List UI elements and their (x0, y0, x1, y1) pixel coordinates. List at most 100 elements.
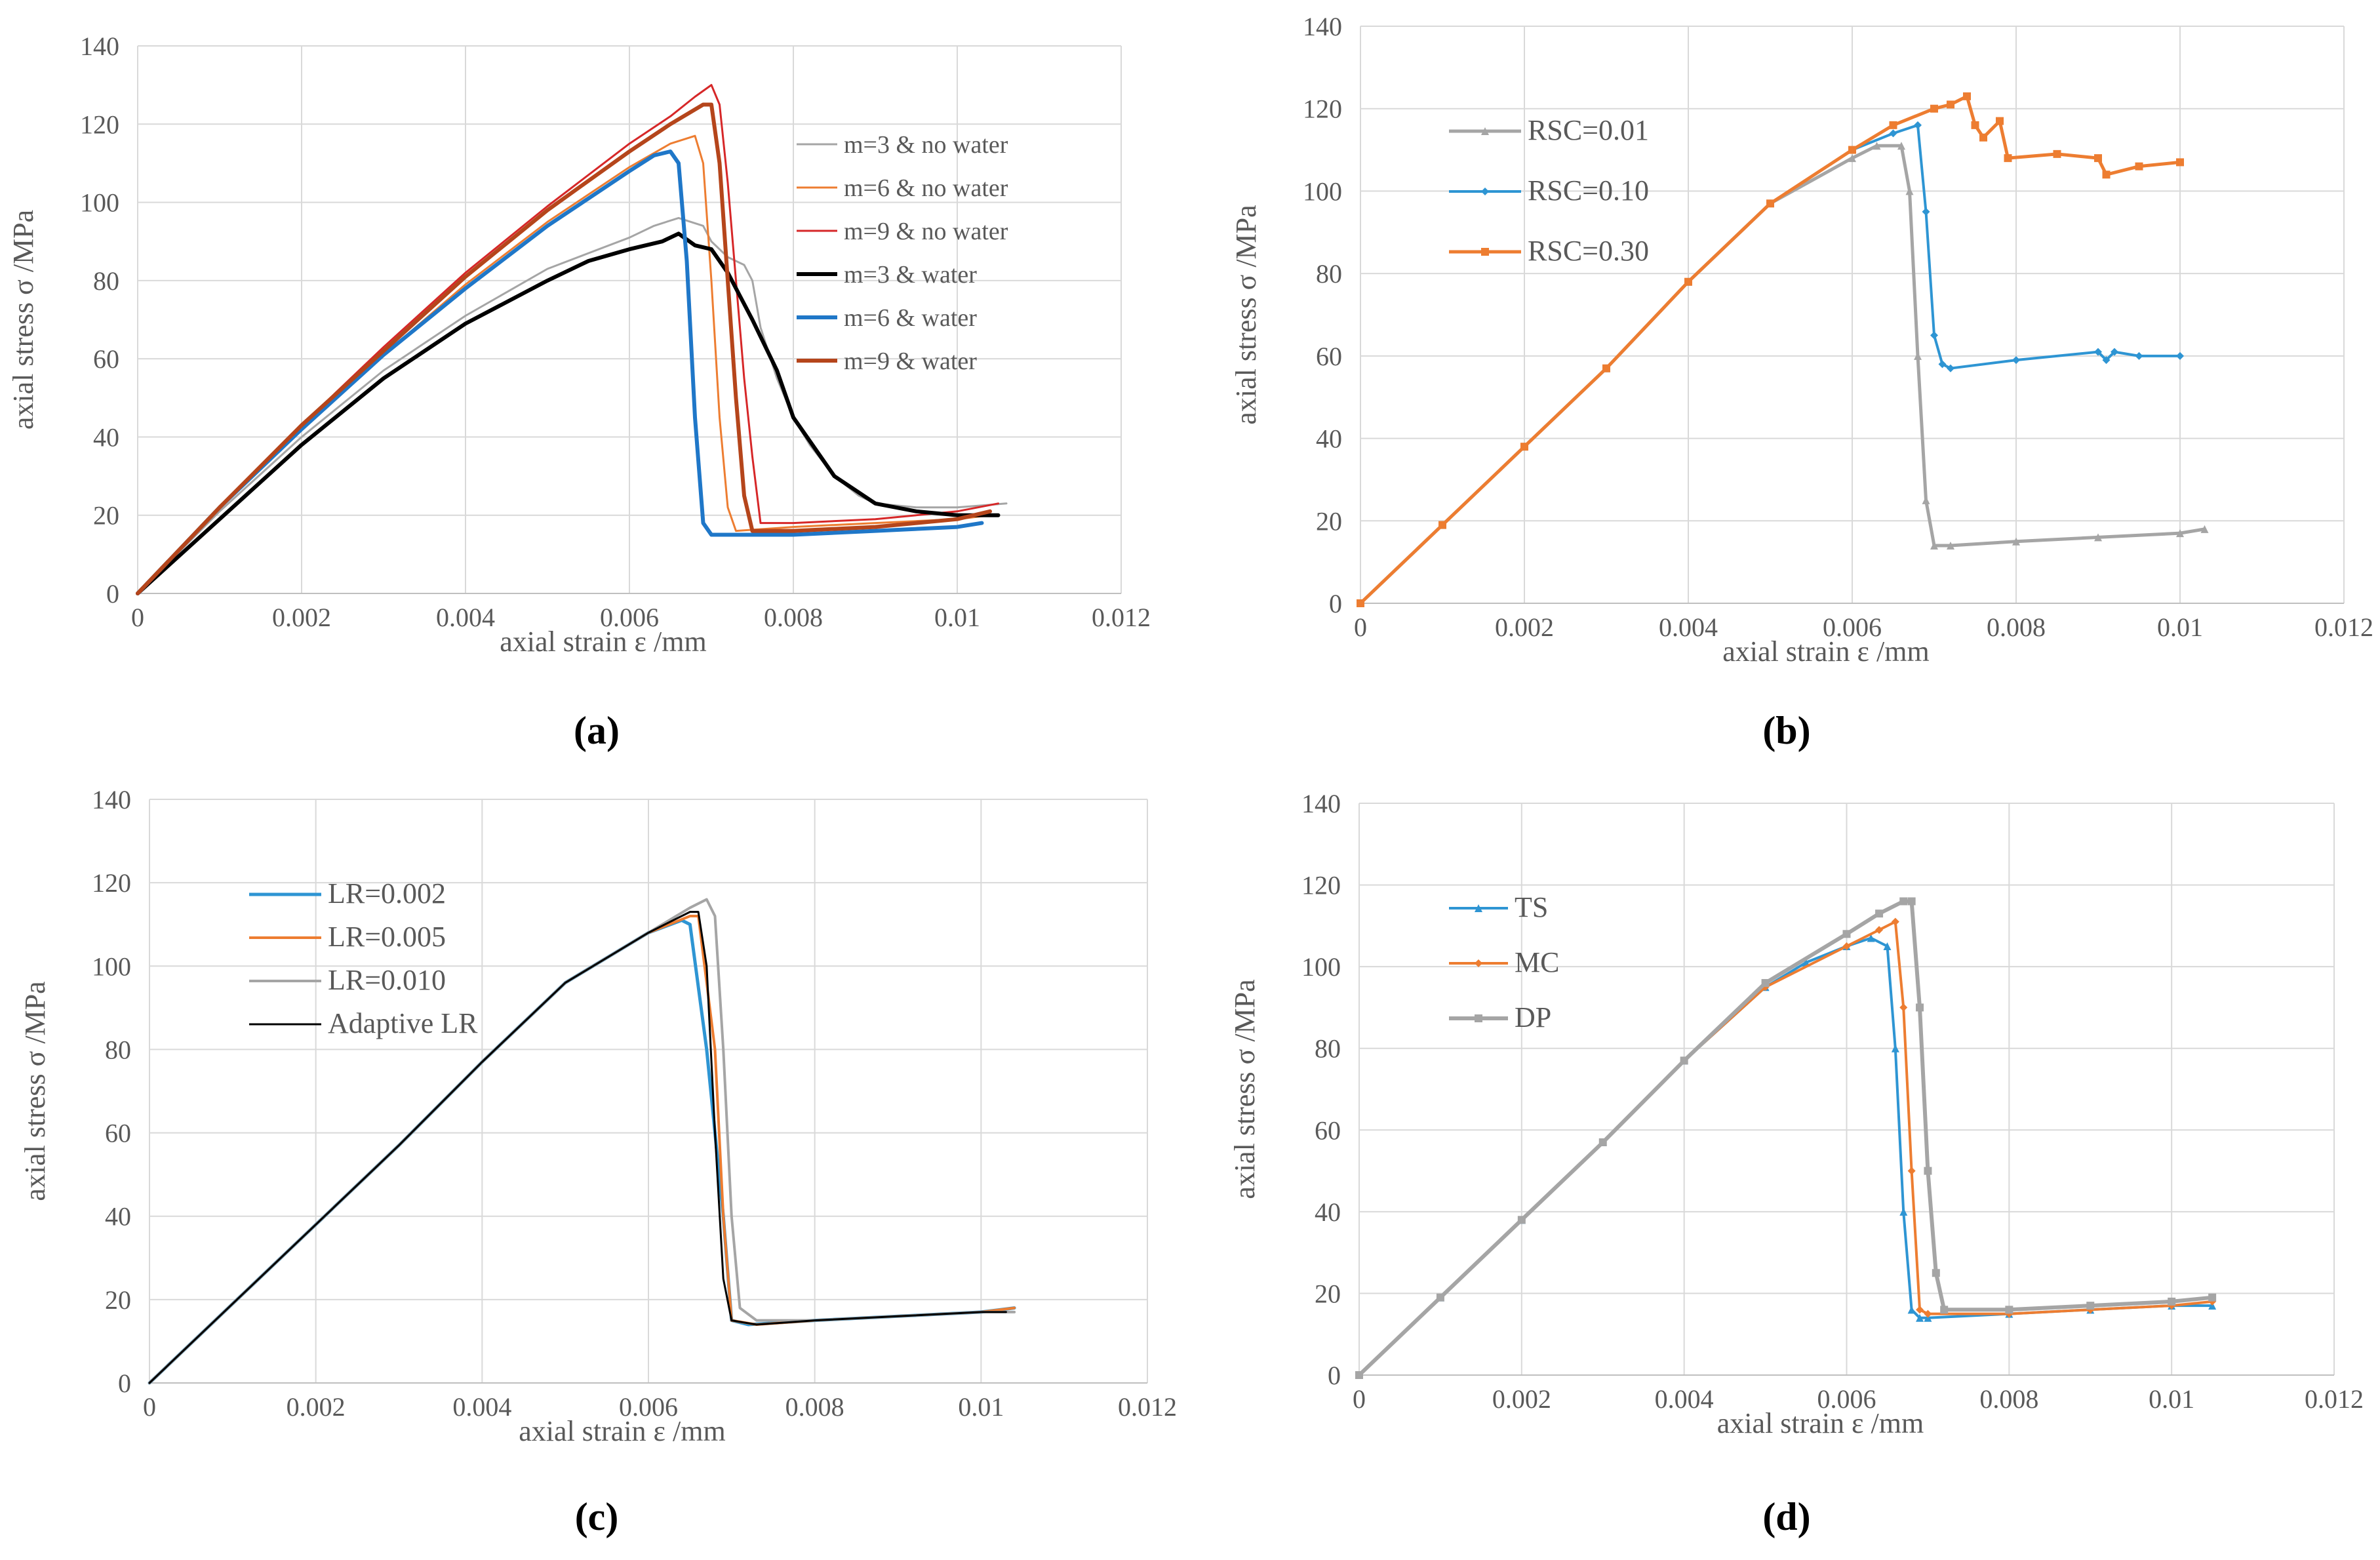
data-point (2086, 1306, 2095, 1314)
series-adaptive-lr (148, 911, 1007, 1384)
data-point (1436, 1293, 1444, 1302)
data-point (2176, 158, 2184, 167)
chart-d-svg: 0 0.002 0.004 0.006 0.008 0.01 0.012 0 20 40 60 80 1… (1229, 789, 2364, 1439)
data-point (1947, 364, 1954, 372)
data-point (1520, 443, 1528, 451)
x-tick-label: 0 (131, 603, 144, 632)
data-point (1914, 121, 1922, 129)
chart-a-svg: 0 0.002 0.004 0.006 0.008 0.01 0.012 0 20 40 60 80 1… (7, 31, 1151, 658)
data-point (1848, 154, 1856, 163)
legend-label: m=9 & water (844, 348, 977, 375)
x-tick-label: 0 (1353, 1384, 1366, 1414)
y-tick-label: 40 (93, 422, 119, 452)
data-point (1766, 199, 1774, 208)
y-tick-label: 20 (1316, 506, 1342, 536)
legend-label: Adaptive LR (328, 1007, 478, 1039)
series-dp (1355, 897, 2217, 1379)
data-point (2102, 356, 2111, 365)
series-line (1359, 123, 2181, 605)
data-point (1963, 92, 1971, 100)
y-tick-label: 0 (1328, 1361, 1341, 1390)
x-tick-label: 0.004 (1659, 612, 1718, 642)
series-rsc-0-30 (1357, 92, 2184, 607)
x-axis-title: axial strain ε /mm (1722, 635, 1929, 668)
x-tick-label: 0.012 (2314, 612, 2373, 642)
data-point (1947, 100, 1954, 109)
x-axis-title: axial strain ε /mm (500, 626, 706, 658)
y-tick-label: 40 (1316, 424, 1342, 454)
data-point (1940, 1306, 1949, 1314)
caption-c: (c) (574, 1495, 619, 1538)
data-point (1517, 1216, 1526, 1224)
y-tick-label: 100 (1301, 952, 1341, 982)
data-point (1971, 121, 1979, 129)
data-point (1684, 277, 1692, 286)
data-point (1932, 1269, 1940, 1277)
y-tick-label: 60 (1315, 1115, 1341, 1145)
data-point (1891, 917, 1899, 926)
chart-c-svg: 0 0.002 0.004 0.006 0.008 0.01 0.012 0 20 40 60 80 1… (19, 785, 1177, 1447)
chart-panel-d: 0 0.002 0.004 0.006 0.008 0.01 0.012 0 20 40 60 80 1… (1190, 780, 2380, 1559)
legend-label: m=9 & no water (844, 218, 1008, 245)
data-point (1357, 599, 1364, 607)
series-line (1357, 899, 2215, 1377)
data-point (2094, 154, 2102, 163)
data-point (1875, 910, 1884, 918)
caption-d: (d) (1762, 1495, 1811, 1538)
data-point (1602, 364, 1610, 372)
legend-label: RSC=0.01 (1528, 114, 1649, 146)
series-m-6-water (136, 150, 984, 595)
y-tick-label: 20 (1315, 1279, 1341, 1308)
x-tick-label: 0.002 (272, 603, 331, 632)
legend: RSC=0.01 RSC=0.10 RSC=0.30 (1449, 114, 1649, 267)
data-point (2094, 533, 2102, 542)
x-tick-label: 0.006 (1817, 1384, 1876, 1414)
y-tick-label: 20 (93, 501, 119, 530)
x-tick-label: 0.008 (1979, 1384, 2038, 1414)
series-lr-0-002 (148, 918, 1016, 1385)
y-axis-title: axial stress σ /MPa (1229, 979, 1261, 1199)
data-point (2012, 537, 2020, 546)
legend-label: LR=0.010 (328, 964, 446, 996)
legend-label: RSC=0.30 (1528, 235, 1649, 267)
series-m-9-water (136, 102, 992, 595)
x-tick-label: 0.002 (287, 1392, 346, 1422)
data-point (2176, 351, 2184, 360)
series-rsc-0-10 (1357, 121, 2184, 607)
legend-label: DP (1515, 1001, 1551, 1033)
data-point (1848, 146, 1856, 154)
series-line (136, 231, 1001, 595)
data-point (2111, 348, 2118, 356)
data-point (2168, 1297, 2176, 1306)
data-point (1598, 1138, 1607, 1146)
series-line (136, 84, 999, 595)
data-point (1897, 142, 1905, 150)
y-axis-title: axial stress σ /MPa (1230, 205, 1262, 424)
legend: TS MC DP (1449, 891, 1559, 1033)
x-tick-label: 0.01 (958, 1392, 1004, 1422)
legend-label: RSC=0.10 (1528, 174, 1649, 207)
y-tick-label: 40 (1315, 1197, 1341, 1227)
y-tick-label: 80 (93, 266, 119, 296)
series-mc (1355, 917, 2217, 1379)
data-point (2200, 525, 2209, 533)
y-tick-label: 80 (1316, 259, 1342, 289)
x-tick-label: 0.01 (934, 603, 980, 632)
data-point (2094, 348, 2102, 356)
series-m-3-water (136, 231, 1001, 595)
y-axis-title: axial stress σ /MPa (7, 210, 39, 430)
data-point (1907, 897, 1916, 906)
data-point (2012, 356, 2020, 365)
series-line (1359, 94, 2182, 605)
data-point (1930, 104, 1938, 113)
legend-marker (1475, 959, 1482, 967)
data-point (1905, 187, 1914, 195)
data-point (2135, 351, 2143, 360)
data-point (1922, 496, 1930, 504)
y-tick-label: 80 (1315, 1034, 1341, 1064)
data-point (1899, 897, 1908, 906)
data-point (1924, 1310, 1932, 1318)
x-tick-label: 0.006 (619, 1392, 678, 1422)
data-point (1907, 1167, 1916, 1175)
x-tick-label: 0.004 (436, 603, 495, 632)
